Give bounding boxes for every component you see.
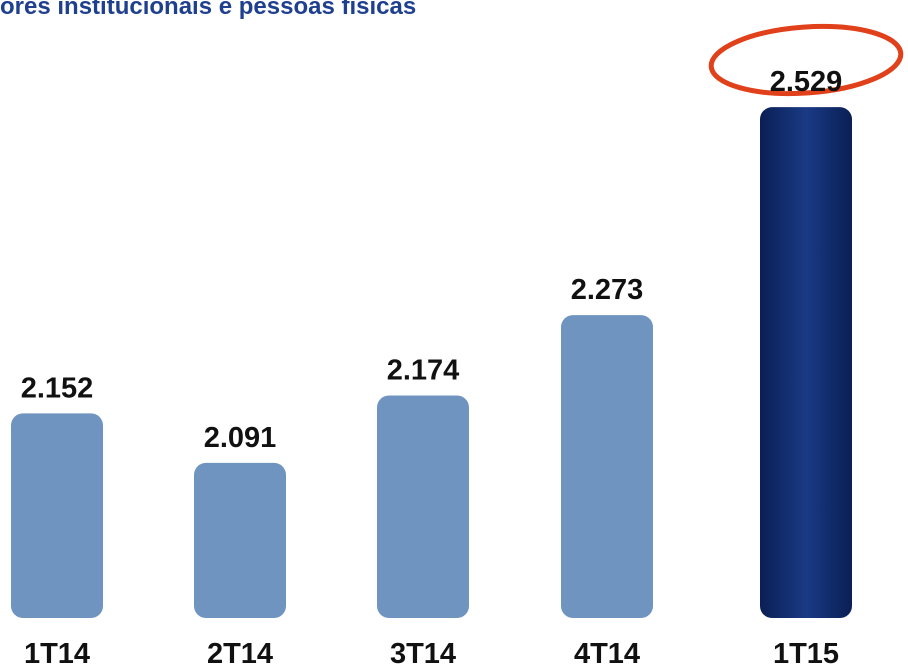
x-tick-label: 1T14 (24, 638, 90, 670)
x-tick-label: 3T14 (390, 638, 456, 670)
value-label: 2.273 (571, 274, 644, 306)
value-label: 2.152 (21, 372, 94, 404)
chart-title: ores institucionais e pessoas físicas (0, 0, 416, 20)
x-tick-label: 1T15 (773, 638, 839, 670)
x-tick-label: 2T14 (207, 638, 273, 670)
bar (760, 107, 852, 619)
bar (377, 395, 469, 618)
bar (561, 315, 653, 618)
highlight-ellipse (708, 23, 904, 97)
bar (194, 462, 286, 618)
bar (11, 413, 103, 618)
x-tick-label: 4T14 (574, 638, 640, 670)
value-label: 2.091 (204, 422, 277, 454)
value-label: 2.529 (770, 66, 843, 98)
value-label: 2.174 (387, 354, 460, 386)
